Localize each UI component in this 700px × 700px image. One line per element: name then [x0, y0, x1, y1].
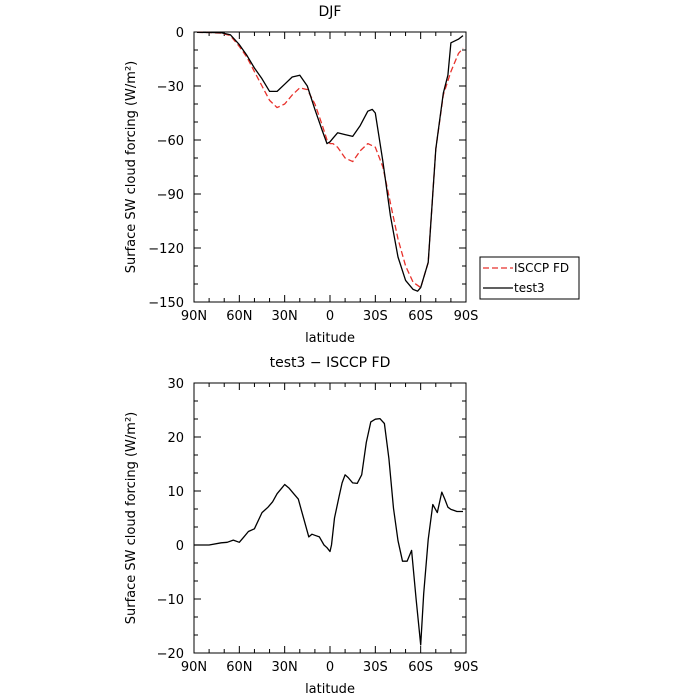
chart-djf: 90N 60N 30N 0 30S 60S 90S 0 −30 −60 −90 −120 −150 DJ… [124, 4, 478, 346]
y-tick-label: 0 [176, 26, 184, 41]
y-tick-label: 20 [167, 431, 184, 446]
x-tick-label: 90S [454, 309, 479, 324]
y-axis-label: Surface SW cloud forcing (W/m²) [124, 412, 139, 624]
plot-frame [193, 31, 467, 303]
tick-labels: 90N 60N 30N 0 30S 60S 90S 30 20 10 0 −10 −20 [157, 377, 479, 675]
y-tick-label: −30 [157, 80, 184, 95]
x-axis-label: latitude [305, 682, 355, 697]
x-tick-label: 30N [272, 660, 298, 675]
y-tick-label: 0 [176, 539, 184, 554]
plot-lines [194, 417, 463, 646]
axis-ticks [193, 382, 467, 654]
x-tick-label: 60S [408, 660, 433, 675]
x-tick-label: 90N [181, 309, 207, 324]
plot-lines [196, 31, 464, 292]
y-tick-label: −10 [157, 593, 184, 608]
x-tick-label: 30S [363, 309, 388, 324]
x-tick-label: 90S [454, 660, 479, 675]
y-tick-label: −60 [157, 134, 184, 149]
plot-frame [193, 382, 467, 654]
legend-item-isccp: ISCCP FD [514, 261, 569, 275]
chart-title: test3 − ISCCP FD [270, 355, 391, 371]
x-tick-label: 90N [181, 660, 207, 675]
series-line-isccp-fd [196, 31, 464, 289]
axis-ticks [193, 31, 467, 303]
x-tick-label: 0 [326, 660, 334, 675]
x-tick-label: 60S [408, 309, 433, 324]
y-tick-label: −150 [148, 296, 184, 311]
x-tick-label: 60N [226, 309, 252, 324]
chart-difference: 90N 60N 30N 0 30S 60S 90S 30 20 10 0 −10 −20 test3 −… [124, 355, 478, 697]
x-axis-label: latitude [305, 331, 355, 346]
tick-labels: 90N 60N 30N 0 30S 60S 90S 0 −30 −60 −90 −120 −150 [148, 26, 478, 324]
x-tick-label: 0 [326, 309, 334, 324]
y-axis-label: Surface SW cloud forcing (W/m²) [124, 61, 139, 273]
series-line-0 [194, 417, 463, 646]
y-tick-label: 10 [167, 485, 184, 500]
chart-title: DJF [319, 4, 342, 20]
y-tick-label: 30 [167, 377, 184, 392]
legend-box [479, 256, 580, 300]
legend-item-test3: test3 [514, 281, 545, 295]
x-tick-label: 30S [363, 660, 388, 675]
x-tick-label: 30N [272, 309, 298, 324]
legend: ISCCP FD test3 [479, 256, 580, 300]
y-tick-label: −120 [148, 242, 184, 257]
x-tick-label: 60N [226, 660, 252, 675]
series-line-test3 [196, 31, 464, 292]
y-tick-label: −90 [157, 188, 184, 203]
y-tick-label: −20 [157, 647, 184, 662]
